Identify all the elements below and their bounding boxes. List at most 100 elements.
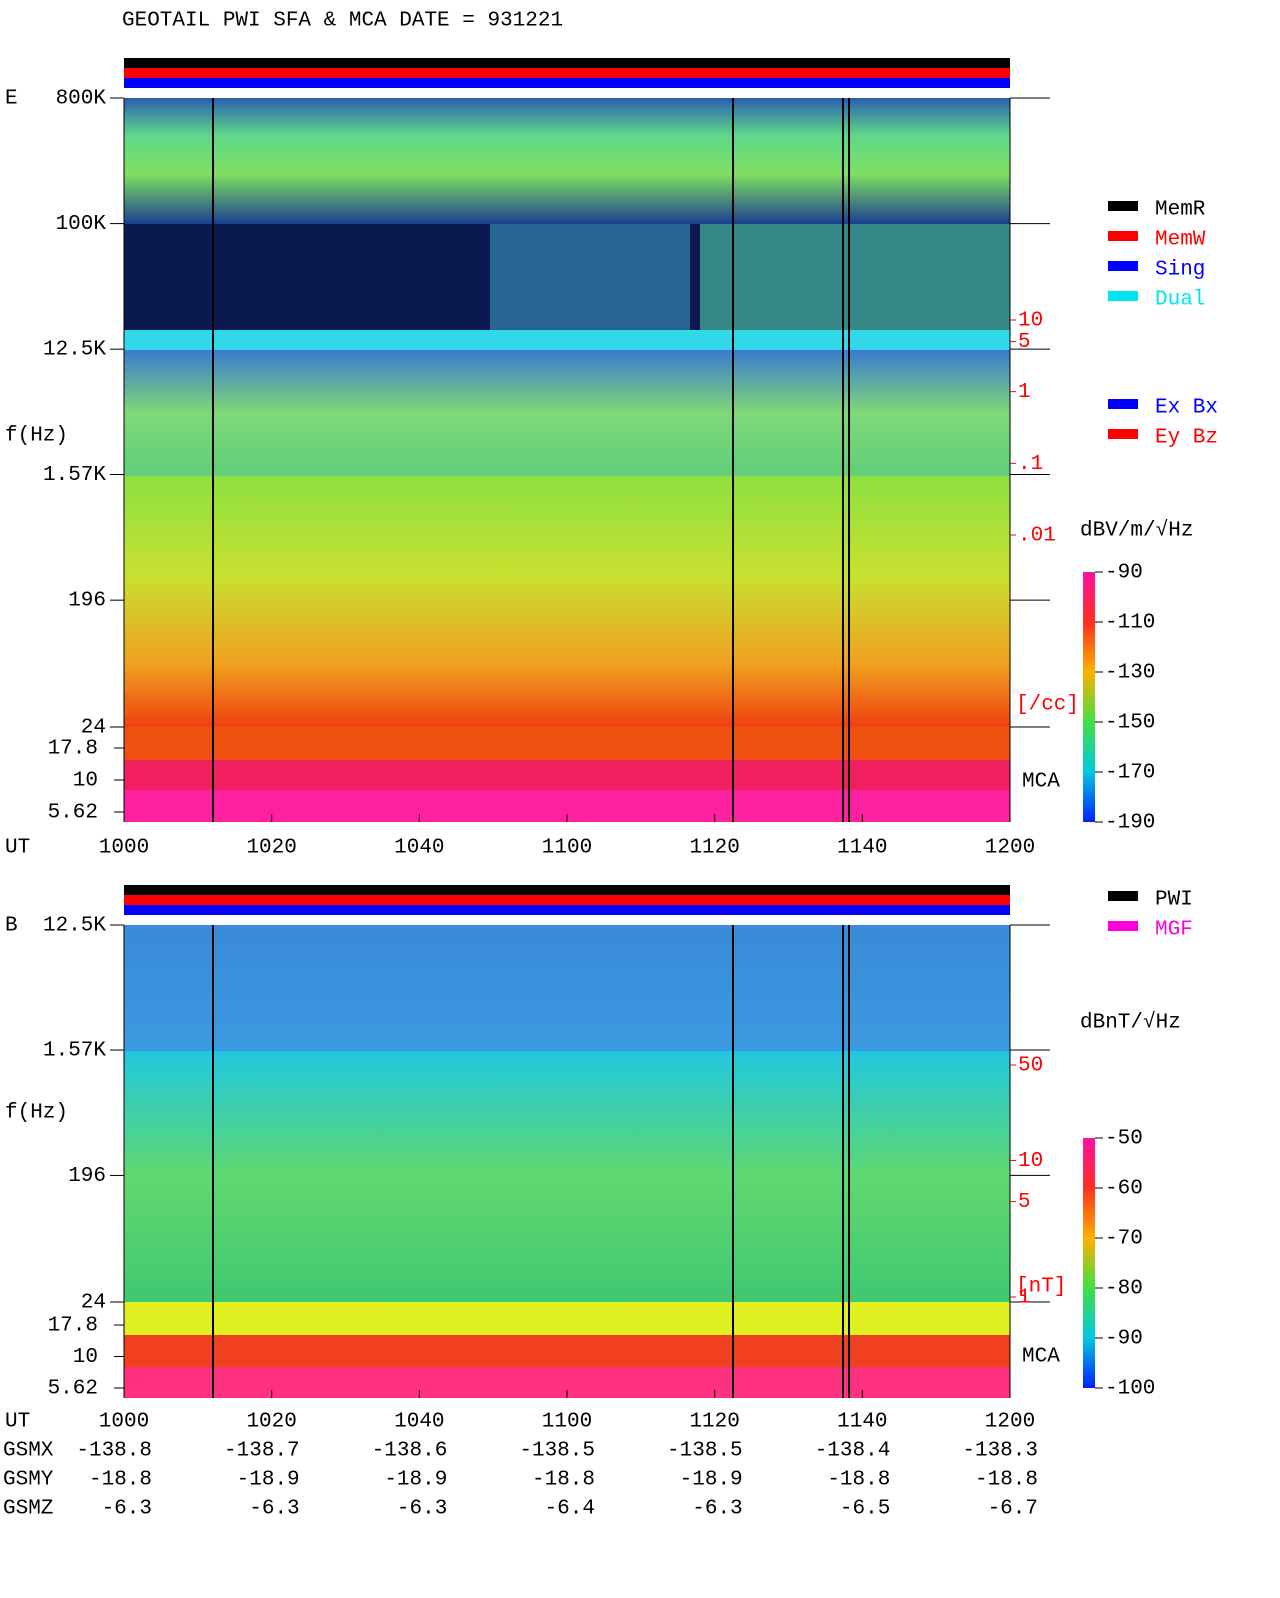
y-tick-label: 800K xyxy=(56,88,107,111)
orbit-value: -138.7 xyxy=(224,1440,300,1463)
right-tick-label: 5 xyxy=(1018,1191,1031,1214)
panel-label: B xyxy=(5,915,18,938)
orbit-value: -6.3 xyxy=(249,1498,299,1521)
x-tick-label: 1140 xyxy=(837,837,887,860)
y-tick-label: 196 xyxy=(68,1165,106,1188)
x-tick-label: 1000 xyxy=(99,1411,149,1434)
colorbar-tick-label: -50 xyxy=(1105,1128,1143,1151)
colorbar-tick-label: -150 xyxy=(1105,712,1155,735)
orbit-value: -6.7 xyxy=(988,1498,1038,1521)
legend-label: Dual xyxy=(1155,289,1205,312)
orbit-value: -18.9 xyxy=(384,1469,447,1492)
right-tick-label: .1 xyxy=(1018,453,1043,476)
mca-label: MCA xyxy=(1022,771,1060,794)
x-axis-label: UT xyxy=(5,1411,30,1434)
x-tick-label: 1020 xyxy=(246,1411,296,1434)
orbit-value: -18.8 xyxy=(89,1469,152,1492)
right-unit: [nT] xyxy=(1016,1276,1066,1299)
legend-swatch xyxy=(1108,891,1138,901)
y-tick-label: 1.57K xyxy=(43,464,106,487)
y-tick-label: 12.5K xyxy=(43,915,106,938)
legend-label: MGF xyxy=(1155,919,1193,942)
x-axis-label: UT xyxy=(5,837,30,860)
colorbar-tick-label: -190 xyxy=(1105,812,1155,835)
x-tick-label: 1100 xyxy=(542,837,592,860)
mca-tick-label: 5.62 xyxy=(48,802,98,825)
right-tick-label: 1 xyxy=(1018,1287,1031,1310)
legend-swatch xyxy=(1108,201,1138,211)
orbit-label: GSMZ xyxy=(3,1498,53,1521)
legend-swatch xyxy=(1108,231,1138,241)
legend-label: PWI xyxy=(1155,889,1193,912)
legend-swatch xyxy=(1108,261,1138,271)
x-tick-label: 1040 xyxy=(394,837,444,860)
colorbar-tick-label: -130 xyxy=(1105,662,1155,685)
legend-label: Ey Bz xyxy=(1155,427,1218,450)
legend-label: MemW xyxy=(1155,229,1206,252)
right-tick-label: 1 xyxy=(1018,381,1031,404)
colorbar-tick-label: -110 xyxy=(1105,612,1155,635)
orbit-value: -138.5 xyxy=(519,1440,595,1463)
x-tick-label: 1200 xyxy=(985,837,1035,860)
colorbar xyxy=(1083,1138,1095,1388)
orbit-value: -6.3 xyxy=(397,1498,447,1521)
orbit-value: -18.8 xyxy=(532,1469,595,1492)
legend-label: Ex Bx xyxy=(1155,397,1218,420)
y-tick-label: 12.5K xyxy=(43,339,106,362)
orbit-value: -6.5 xyxy=(840,1498,890,1521)
right-unit: [/cc] xyxy=(1016,694,1079,717)
orbit-value: -138.3 xyxy=(962,1440,1038,1463)
orbit-value: -6.4 xyxy=(545,1498,595,1521)
right-tick-label: 10 xyxy=(1018,1150,1043,1173)
x-tick-label: 1120 xyxy=(689,837,739,860)
colorbar-label: dBV/m/√Hz xyxy=(1080,519,1193,543)
orbit-value: -6.3 xyxy=(102,1498,152,1521)
mca-tick-label: 17.8 xyxy=(48,738,98,761)
legend-swatch xyxy=(1108,399,1138,409)
orbit-label: GSMX xyxy=(3,1440,54,1463)
legend-swatch xyxy=(1108,921,1138,931)
legend-swatch xyxy=(1108,429,1138,439)
colorbar-tick-label: -170 xyxy=(1105,762,1155,785)
y-tick-label: 1.57K xyxy=(43,1040,106,1063)
orbit-value: -138.5 xyxy=(667,1440,743,1463)
y-tick-label: 24 xyxy=(81,717,106,740)
y-axis-label: f(Hz) xyxy=(5,1102,68,1125)
orbit-value: -138.4 xyxy=(815,1440,891,1463)
orbit-value: -18.8 xyxy=(827,1469,890,1492)
panel-label: E xyxy=(5,88,18,111)
y-tick-label: 100K xyxy=(56,213,107,236)
right-tick-label: 50 xyxy=(1018,1055,1043,1078)
orbit-value: -18.9 xyxy=(680,1469,743,1492)
legend-swatch xyxy=(1108,291,1138,301)
orbit-value: -138.6 xyxy=(372,1440,448,1463)
right-tick-label: 5 xyxy=(1018,331,1031,354)
mca-tick-label: 10 xyxy=(73,770,98,793)
orbit-value: -18.9 xyxy=(237,1469,300,1492)
orbit-value: -138.8 xyxy=(76,1440,152,1463)
legend-label: Sing xyxy=(1155,259,1205,282)
y-tick-label: 196 xyxy=(68,590,106,613)
x-tick-label: 1040 xyxy=(394,1411,444,1434)
title: GEOTAIL PWI SFA & MCA DATE = 931221 xyxy=(122,10,563,33)
orbit-value: -18.8 xyxy=(975,1469,1038,1492)
mca-tick-label: 10 xyxy=(73,1346,98,1369)
colorbar-tick-label: -60 xyxy=(1105,1178,1143,1201)
colorbar-tick-label: -70 xyxy=(1105,1228,1143,1251)
x-tick-label: 1000 xyxy=(99,837,149,860)
right-tick-label: 10 xyxy=(1018,310,1043,333)
colorbar-label: dBnT/√Hz xyxy=(1080,1011,1181,1035)
mca-label: MCA xyxy=(1022,1346,1060,1369)
colorbar-tick-label: -100 xyxy=(1105,1378,1155,1401)
mca-tick-label: 5.62 xyxy=(48,1378,98,1401)
colorbar-tick-label: -90 xyxy=(1105,562,1143,585)
orbit-value: -6.3 xyxy=(692,1498,742,1521)
spectrogram-e xyxy=(124,58,1010,822)
colorbar-tick-label: -90 xyxy=(1105,1328,1143,1351)
y-axis-label: f(Hz) xyxy=(5,425,68,448)
colorbar xyxy=(1083,572,1095,822)
mca-tick-label: 17.8 xyxy=(48,1315,98,1338)
x-tick-label: 1200 xyxy=(985,1411,1035,1434)
x-tick-label: 1140 xyxy=(837,1411,887,1434)
